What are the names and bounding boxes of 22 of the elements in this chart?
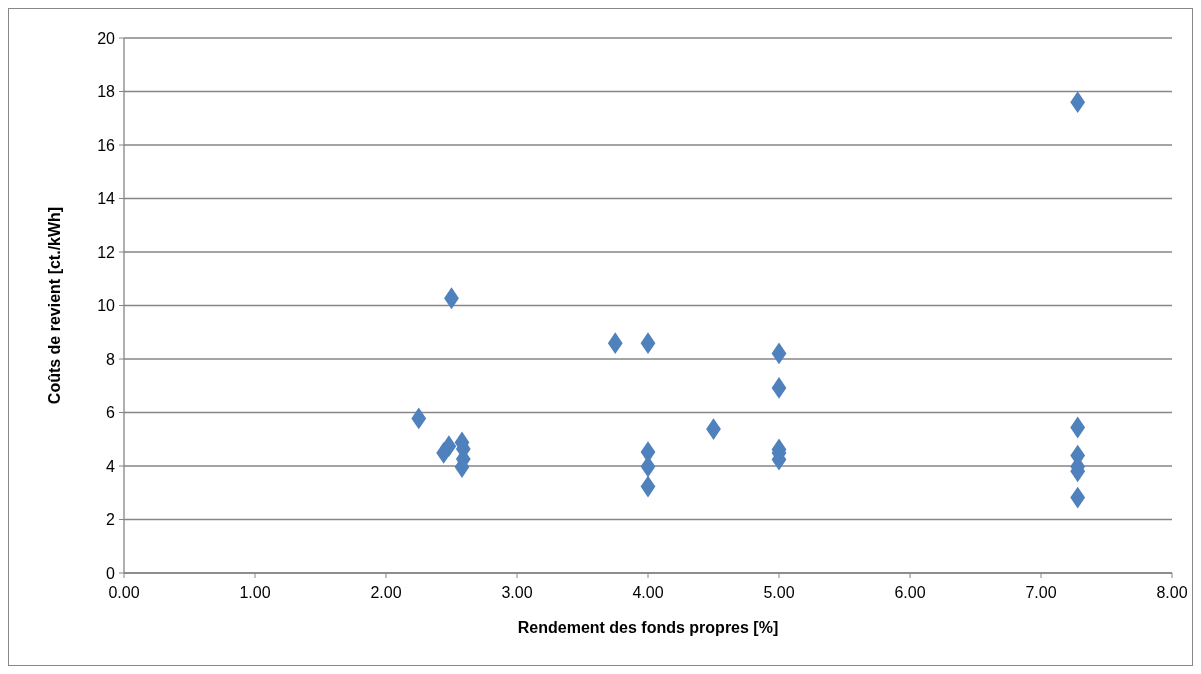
y-tick-label: 12 — [97, 243, 116, 261]
y-tick-label: 18 — [97, 83, 116, 101]
x-tick-label: 5.00 — [763, 584, 795, 601]
y-tick-label: 8 — [106, 350, 116, 368]
x-tick-label: 4.00 — [632, 584, 664, 601]
x-tick-label: 0.00 — [108, 584, 140, 601]
y-axis-title: Coûts de revient [ct./kWh] — [46, 206, 63, 405]
x-axis-title: Rendement des fonds propres [%] — [517, 619, 779, 636]
x-tick-label: 7.00 — [1025, 584, 1057, 601]
x-tick-label: 6.00 — [894, 584, 926, 601]
y-tick-label: 4 — [106, 457, 116, 475]
y-tick-label: 0 — [106, 564, 116, 582]
x-tick-label: 1.00 — [239, 584, 271, 601]
x-tick-label: 8.00 — [1156, 584, 1188, 601]
y-tick-label: 16 — [97, 136, 116, 154]
y-tick-label: 20 — [97, 29, 116, 47]
y-tick-label: 10 — [97, 297, 116, 315]
x-tick-label: 2.00 — [370, 584, 402, 601]
y-tick-label: 6 — [106, 404, 116, 422]
y-tick-label: 14 — [97, 190, 116, 208]
x-tick-label: 3.00 — [501, 584, 533, 601]
y-tick-label: 2 — [106, 511, 116, 529]
